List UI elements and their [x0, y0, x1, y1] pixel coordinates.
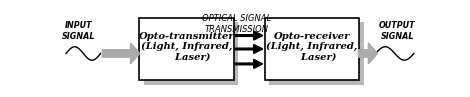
Text: Opto-transmitter
(Light, Infrared,
    Laser): Opto-transmitter (Light, Infrared, Laser… — [139, 32, 234, 62]
Bar — [139, 18, 234, 80]
FancyArrow shape — [102, 43, 140, 64]
Text: Opto-receiver
(Light, Infrared,
    Laser): Opto-receiver (Light, Infrared, Laser) — [266, 32, 358, 62]
Bar — [265, 18, 359, 80]
Bar — [269, 22, 364, 85]
FancyArrow shape — [359, 43, 377, 64]
FancyArrow shape — [235, 59, 263, 68]
Text: SIGNAL: SIGNAL — [62, 32, 95, 41]
Text: TRANSMISSION: TRANSMISSION — [204, 25, 268, 34]
Bar — [144, 22, 238, 85]
FancyArrow shape — [235, 45, 263, 53]
Text: SIGNAL: SIGNAL — [381, 32, 414, 41]
Text: OUTPUT: OUTPUT — [379, 21, 416, 30]
FancyArrow shape — [235, 31, 263, 40]
Text: INPUT: INPUT — [65, 21, 93, 30]
Text: OPTICAL SIGNAL: OPTICAL SIGNAL — [202, 14, 271, 23]
